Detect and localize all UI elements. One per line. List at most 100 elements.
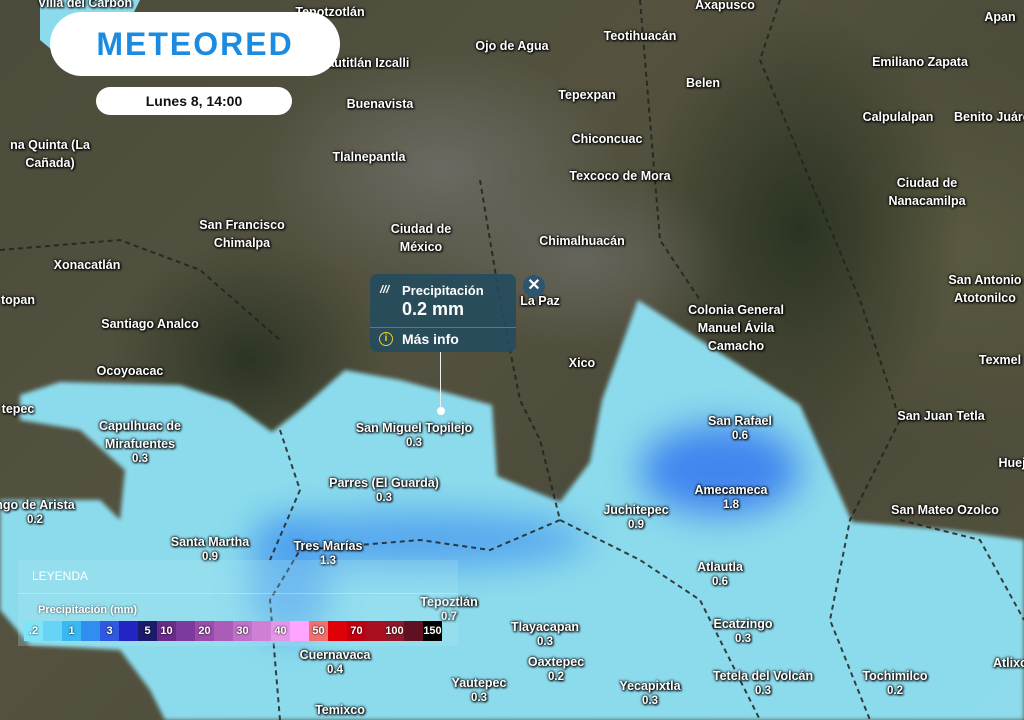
precipitation-value: 0.9 xyxy=(628,519,644,531)
place-label: Chimalhuacán xyxy=(539,232,624,250)
date-time-selector[interactable]: Lunes 8, 14:00 xyxy=(96,87,292,115)
precipitation-value: 0.3 xyxy=(406,437,422,449)
place-label: Juchitepec 0.9 xyxy=(603,501,668,531)
place-name: Tochimilco xyxy=(862,669,928,683)
place-name: Ojo de Agua xyxy=(475,39,549,53)
place-name: na Quinta (La Cañada) xyxy=(10,138,90,170)
place-label: San Miguel Topilejo 0.3 xyxy=(356,419,472,449)
scale-swatch xyxy=(43,621,62,641)
place-label: Tepexpan xyxy=(558,86,615,104)
scale-swatch: 70 xyxy=(347,621,366,641)
precipitation-value: 0.9 xyxy=(202,551,218,563)
place-name: Cuernavaca xyxy=(299,648,371,662)
place-label: Cuernavaca 0.4 xyxy=(300,646,371,676)
place-label: San Antonio Atotonilco xyxy=(948,271,1021,307)
place-name: Santiago Analco xyxy=(101,317,199,331)
place-name: Tlalnepantla xyxy=(332,150,406,164)
scale-swatch xyxy=(214,621,233,641)
place-name: Yautepec xyxy=(451,676,507,690)
place-label: Yecapixtla 0.3 xyxy=(619,677,680,707)
place-name: Chimalhuacán xyxy=(539,234,625,248)
place-label: Yautepec 0.3 xyxy=(452,674,507,704)
place-label: Atlautla 0.6 xyxy=(697,558,743,588)
precipitation-value: 0.3 xyxy=(470,692,487,704)
place-label: Ojo de Agua xyxy=(475,37,548,55)
close-popup-button[interactable]: ✕ xyxy=(523,275,545,297)
precipitation-value: 0.3 xyxy=(754,685,771,697)
meteored-logo[interactable]: METEORED xyxy=(50,12,340,76)
place-label: Tochimilco 0.2 xyxy=(862,667,927,697)
precipitation-value: 0.2 xyxy=(887,685,903,697)
precipitation-value: 0.3 xyxy=(734,633,751,645)
scale-swatch: 1 xyxy=(62,621,81,641)
place-label: tepec xyxy=(2,400,35,418)
place-name: Huej xyxy=(998,456,1024,470)
scale-swatch: 40 xyxy=(271,621,290,641)
place-label: Ciudad de Nanacamilpa xyxy=(888,174,965,210)
popup-title: Precipitación xyxy=(402,283,484,298)
place-label: Parres (El Guarda) 0.3 xyxy=(329,474,439,504)
place-name: topan xyxy=(0,293,36,307)
place-name: Belen xyxy=(685,76,721,90)
place-label: Temixco xyxy=(315,701,365,719)
place-label: Atlixc xyxy=(993,654,1024,672)
place-label: Xico xyxy=(569,354,595,372)
place-name: Ocoyoacac xyxy=(96,364,164,378)
place-name: Yecapixtla xyxy=(619,679,681,693)
precipitation-value: 0.4 xyxy=(327,664,343,676)
place-name: tepec xyxy=(1,402,35,416)
place-label: Xonacatlán xyxy=(54,256,121,274)
place-label: Villa del Carbón xyxy=(38,0,132,12)
place-label: Apan xyxy=(984,8,1015,26)
place-name: Apan xyxy=(984,10,1016,24)
place-name: Atlautla xyxy=(697,560,743,574)
scale-swatch xyxy=(176,621,195,641)
place-name: Ciudad de Nanacamilpa xyxy=(888,176,966,208)
place-label: Oaxtepec 0.2 xyxy=(528,653,584,683)
place-name: San Mateo Ozolco xyxy=(891,503,999,517)
place-label: Colonia General Manuel Ávila Camacho xyxy=(688,301,784,355)
place-label: Santa Martha 0.9 xyxy=(171,533,250,563)
precipitation-value: 0.2 xyxy=(548,671,564,683)
color-scale: .2 1 3 5 10 20 30 40 50 70 100 150 xyxy=(24,621,442,641)
place-label: San Rafael 0.6 xyxy=(708,412,772,442)
place-label: Texcoco de Mora xyxy=(569,167,670,185)
scale-swatch: 10 xyxy=(157,621,176,641)
close-icon: ✕ xyxy=(527,277,541,294)
place-label: Texmel xyxy=(979,351,1021,369)
place-label: na Quinta (La Cañada) xyxy=(10,136,90,172)
scale-swatch: 30 xyxy=(233,621,252,641)
place-name: San Juan Tetla xyxy=(897,409,985,423)
scale-swatch xyxy=(366,621,385,641)
place-label: Capulhuac de Mirafuentes 0.3 xyxy=(99,417,181,465)
place-label: San Mateo Ozolco xyxy=(891,501,999,519)
precipitation-popup: /// Precipitación 0.2 mm i Más info xyxy=(370,274,516,352)
place-label: Amecameca 1.8 xyxy=(695,481,768,511)
scale-swatch xyxy=(81,621,100,641)
more-info-link[interactable]: Más info xyxy=(402,331,459,347)
place-label: Teotihuacán xyxy=(604,27,677,45)
precipitation-value: 0.3 xyxy=(375,492,392,504)
place-name: Tetela del Volcán xyxy=(712,669,814,683)
place-name: Benito Juárez xyxy=(954,110,1024,124)
place-label: Buenavista xyxy=(347,95,414,113)
legend: LEYENDA Precipitación (mm) .2 1 3 5 10 20 30 40… xyxy=(18,560,458,646)
precipitation-value: 1.8 xyxy=(723,499,739,511)
place-name: Atlixc xyxy=(992,656,1024,670)
place-label: Santiago Analco xyxy=(101,315,198,333)
place-name: Tepexpan xyxy=(558,88,616,102)
precipitation-area xyxy=(0,300,1024,720)
place-label: Tetela del Volcán 0.3 xyxy=(713,667,813,697)
place-name: Teotihuacán xyxy=(603,29,677,43)
place-name: Tres Marías xyxy=(293,539,363,553)
place-name: Juchitepec xyxy=(603,503,669,517)
place-label: San Juan Tetla xyxy=(897,407,984,425)
place-name: Tlayacapan xyxy=(510,620,580,634)
place-label: Belen xyxy=(686,74,720,92)
place-name: San Francisco Chimalpa xyxy=(199,218,285,250)
place-label: Huej xyxy=(998,454,1024,472)
location-pin[interactable] xyxy=(437,407,445,415)
place-name: Emiliano Zapata xyxy=(872,55,968,69)
place-name: Santa Martha xyxy=(170,535,250,549)
